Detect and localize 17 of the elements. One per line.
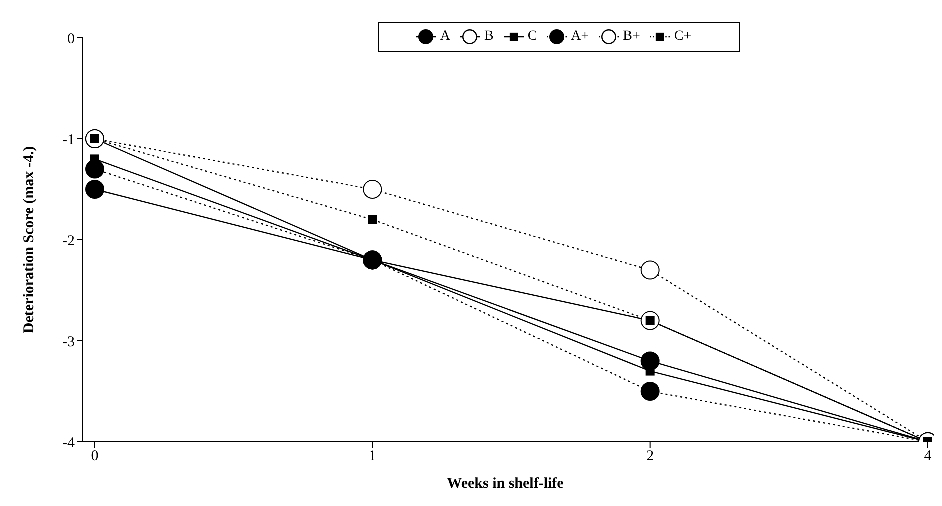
x-tick-label: 1 bbox=[368, 448, 376, 465]
y-tick-label: -4 bbox=[62, 435, 76, 452]
x-tick-label: 0 bbox=[91, 448, 99, 465]
y-tick-label: -2 bbox=[62, 233, 75, 250]
y-axis-title: Deterioration Score (max -4.) bbox=[21, 146, 38, 334]
y-tick-label: -3 bbox=[62, 334, 75, 350]
x-tick-label: 4 bbox=[924, 448, 932, 465]
legend-label: B+ bbox=[623, 29, 640, 44]
legend-label: C+ bbox=[674, 29, 692, 44]
y-tick-label: -1 bbox=[62, 132, 75, 148]
legend-label: C bbox=[528, 29, 538, 44]
x-tick-label: 2 bbox=[646, 448, 654, 465]
legend-label: A bbox=[440, 29, 450, 44]
y-tick-label: 0 bbox=[68, 31, 75, 48]
x-axis-title: Weeks in shelf-life bbox=[447, 476, 564, 492]
legend-label: A+ bbox=[571, 29, 590, 44]
legend-label: B bbox=[484, 29, 494, 44]
